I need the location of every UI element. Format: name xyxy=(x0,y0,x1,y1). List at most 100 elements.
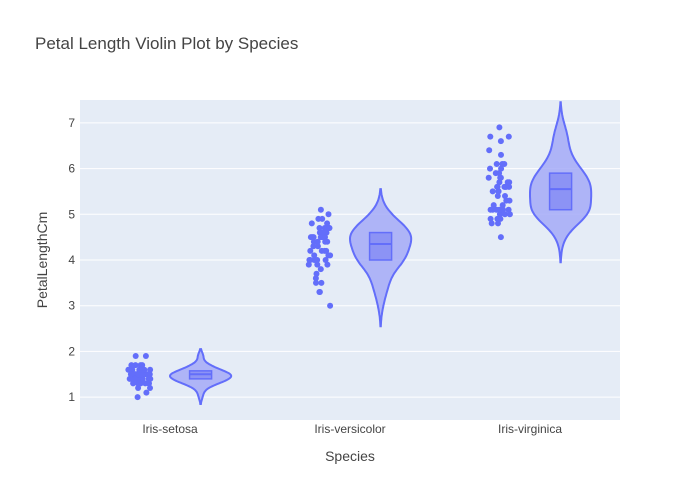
data-point xyxy=(307,247,314,254)
x-axis-title: Species xyxy=(325,448,375,464)
data-point xyxy=(505,133,512,140)
data-point xyxy=(485,174,492,181)
y-tick-label: 4 xyxy=(68,253,75,267)
data-point xyxy=(135,380,142,387)
data-point xyxy=(497,234,504,241)
data-point xyxy=(496,179,503,186)
y-tick-labels: 1 2 3 4 5 6 7 xyxy=(68,116,75,404)
y-tick-label: 3 xyxy=(68,299,75,313)
x-tick-label: Iris-setosa xyxy=(142,422,198,436)
grid-lines xyxy=(80,122,620,398)
data-point xyxy=(127,371,134,378)
data-point xyxy=(497,215,504,222)
y-tick-label: 7 xyxy=(68,116,75,130)
data-point xyxy=(487,165,493,172)
data-point xyxy=(493,161,500,167)
violin-box xyxy=(548,172,573,211)
data-point xyxy=(316,289,323,295)
data-point xyxy=(322,257,329,263)
data-point xyxy=(502,193,508,199)
data-point xyxy=(494,183,501,190)
data-point xyxy=(143,389,150,396)
data-point xyxy=(490,202,497,209)
data-point xyxy=(128,362,135,369)
data-point xyxy=(496,124,503,131)
data-point xyxy=(325,211,332,218)
data-point xyxy=(498,165,505,172)
data-point xyxy=(319,234,326,241)
data-point xyxy=(318,279,325,286)
data-point xyxy=(325,252,332,259)
data-point xyxy=(132,362,139,369)
data-point xyxy=(305,261,312,268)
y-tick-label: 6 xyxy=(68,162,75,176)
x-tick-labels: Iris-setosa Iris-versicolor Iris-virginica xyxy=(142,422,562,436)
data-point xyxy=(317,206,324,213)
data-point xyxy=(316,225,323,231)
data-point xyxy=(132,353,139,359)
data-point xyxy=(137,362,144,369)
data-point xyxy=(503,183,510,190)
data-point xyxy=(310,243,317,250)
data-point xyxy=(497,174,504,181)
data-point xyxy=(489,188,496,195)
data-point xyxy=(132,375,138,382)
y-axis-title: PetalLengthCm xyxy=(34,212,50,309)
data-point xyxy=(498,151,504,158)
data-point xyxy=(138,371,145,378)
data-point xyxy=(496,211,503,218)
data-point xyxy=(307,234,314,241)
data-point xyxy=(324,261,331,268)
data-points xyxy=(125,124,513,401)
data-point xyxy=(506,179,513,186)
data-point xyxy=(147,366,154,373)
data-point xyxy=(307,257,314,263)
data-point xyxy=(313,270,320,277)
data-point xyxy=(139,375,146,382)
data-point xyxy=(319,215,326,222)
data-point xyxy=(136,366,143,373)
data-point xyxy=(314,261,321,268)
data-point xyxy=(142,353,149,359)
data-point xyxy=(326,225,333,231)
data-point xyxy=(321,247,328,254)
data-point xyxy=(506,211,513,218)
data-point xyxy=(497,138,504,145)
x-tick-label: Iris-virginica xyxy=(498,422,562,436)
data-point xyxy=(324,220,331,227)
data-point xyxy=(314,257,321,263)
y-tick-label: 1 xyxy=(68,390,75,404)
data-point xyxy=(494,193,501,199)
data-point xyxy=(311,252,318,259)
data-point xyxy=(506,197,513,204)
data-point xyxy=(319,229,326,236)
data-point xyxy=(134,394,141,401)
data-point xyxy=(135,385,142,391)
data-point xyxy=(487,215,494,222)
violins xyxy=(168,101,593,405)
data-point xyxy=(308,220,315,227)
data-point xyxy=(501,211,508,218)
data-point xyxy=(496,170,503,177)
data-point xyxy=(313,279,319,286)
data-point xyxy=(314,243,321,250)
data-point xyxy=(487,133,494,140)
data-point xyxy=(501,161,508,167)
x-tick-label: Iris-versicolor xyxy=(314,422,385,436)
chart-title: Petal Length Violin Plot by Species xyxy=(35,34,299,53)
violin-box xyxy=(368,231,393,261)
data-point xyxy=(125,366,132,373)
data-point xyxy=(499,206,506,213)
data-point xyxy=(146,380,152,387)
data-point xyxy=(317,266,324,273)
data-point xyxy=(488,220,495,227)
data-point xyxy=(505,206,512,213)
data-point xyxy=(327,302,334,309)
data-point xyxy=(310,238,317,245)
data-point xyxy=(324,238,331,245)
data-point xyxy=(147,385,153,391)
y-tick-label: 2 xyxy=(68,344,75,358)
data-point xyxy=(495,220,501,227)
data-point xyxy=(312,275,319,282)
